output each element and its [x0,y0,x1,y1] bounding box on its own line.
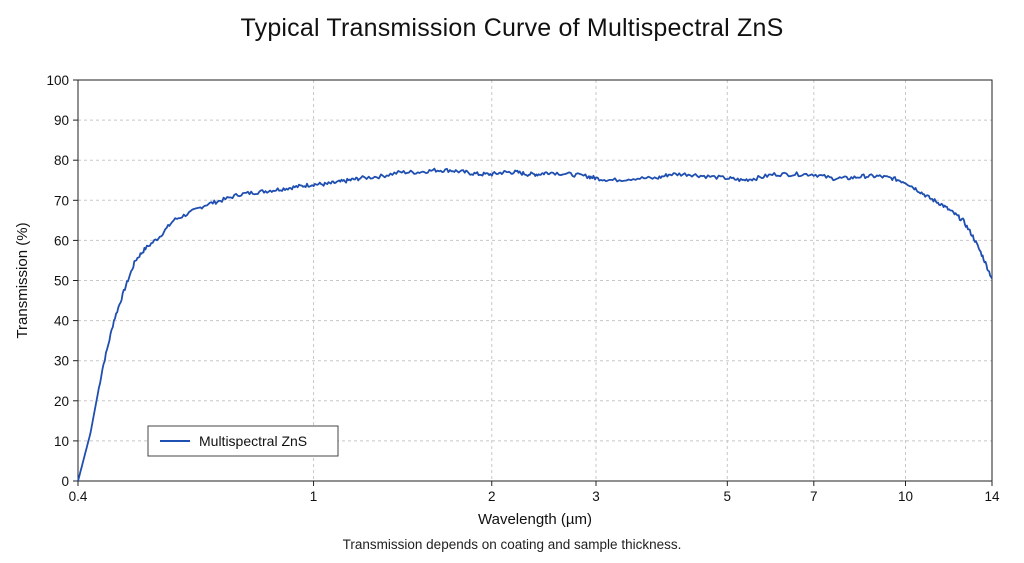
x-tick-label: 1 [310,489,318,504]
grid [78,80,992,481]
y-tick-label: 40 [54,314,69,329]
ticks: 0 10 20 30 40 50 60 70 80 90 100 0.4 1 2 3 5 7 10 14 [46,73,1000,504]
y-axis-label: Transmission (%) [14,222,31,338]
x-tick-label: 0.4 [69,489,88,504]
chart-title: Typical Transmission Curve of Multispect… [240,14,784,42]
y-tick-label: 30 [54,354,69,369]
x-tick-label: 10 [898,489,913,504]
x-tick-label: 2 [488,489,496,504]
y-tick-label: 0 [61,474,69,489]
y-tick-label: 80 [54,153,69,168]
x-tick-label: 14 [984,489,1000,504]
x-tick-label: 7 [810,489,818,504]
x-tick-label: 5 [724,489,732,504]
chart-caption: Transmission depends on coating and samp… [342,537,682,552]
series-line-1 [77,167,993,482]
series-layer [77,167,993,482]
y-tick-label: 10 [54,434,69,449]
legend: Multispectral ZnS [147,425,339,457]
x-tick-label: 3 [592,489,600,504]
legend-entry: Multispectral ZnS [199,433,307,449]
y-tick-label: 70 [54,193,69,208]
y-tick-label: 90 [54,113,69,128]
y-tick-label: 50 [54,274,69,289]
y-tick-label: 20 [54,394,69,409]
y-tick-label: 60 [54,233,69,248]
y-tick-label: 100 [46,73,69,88]
x-axis-label: Wavelength (µm) [478,511,592,528]
